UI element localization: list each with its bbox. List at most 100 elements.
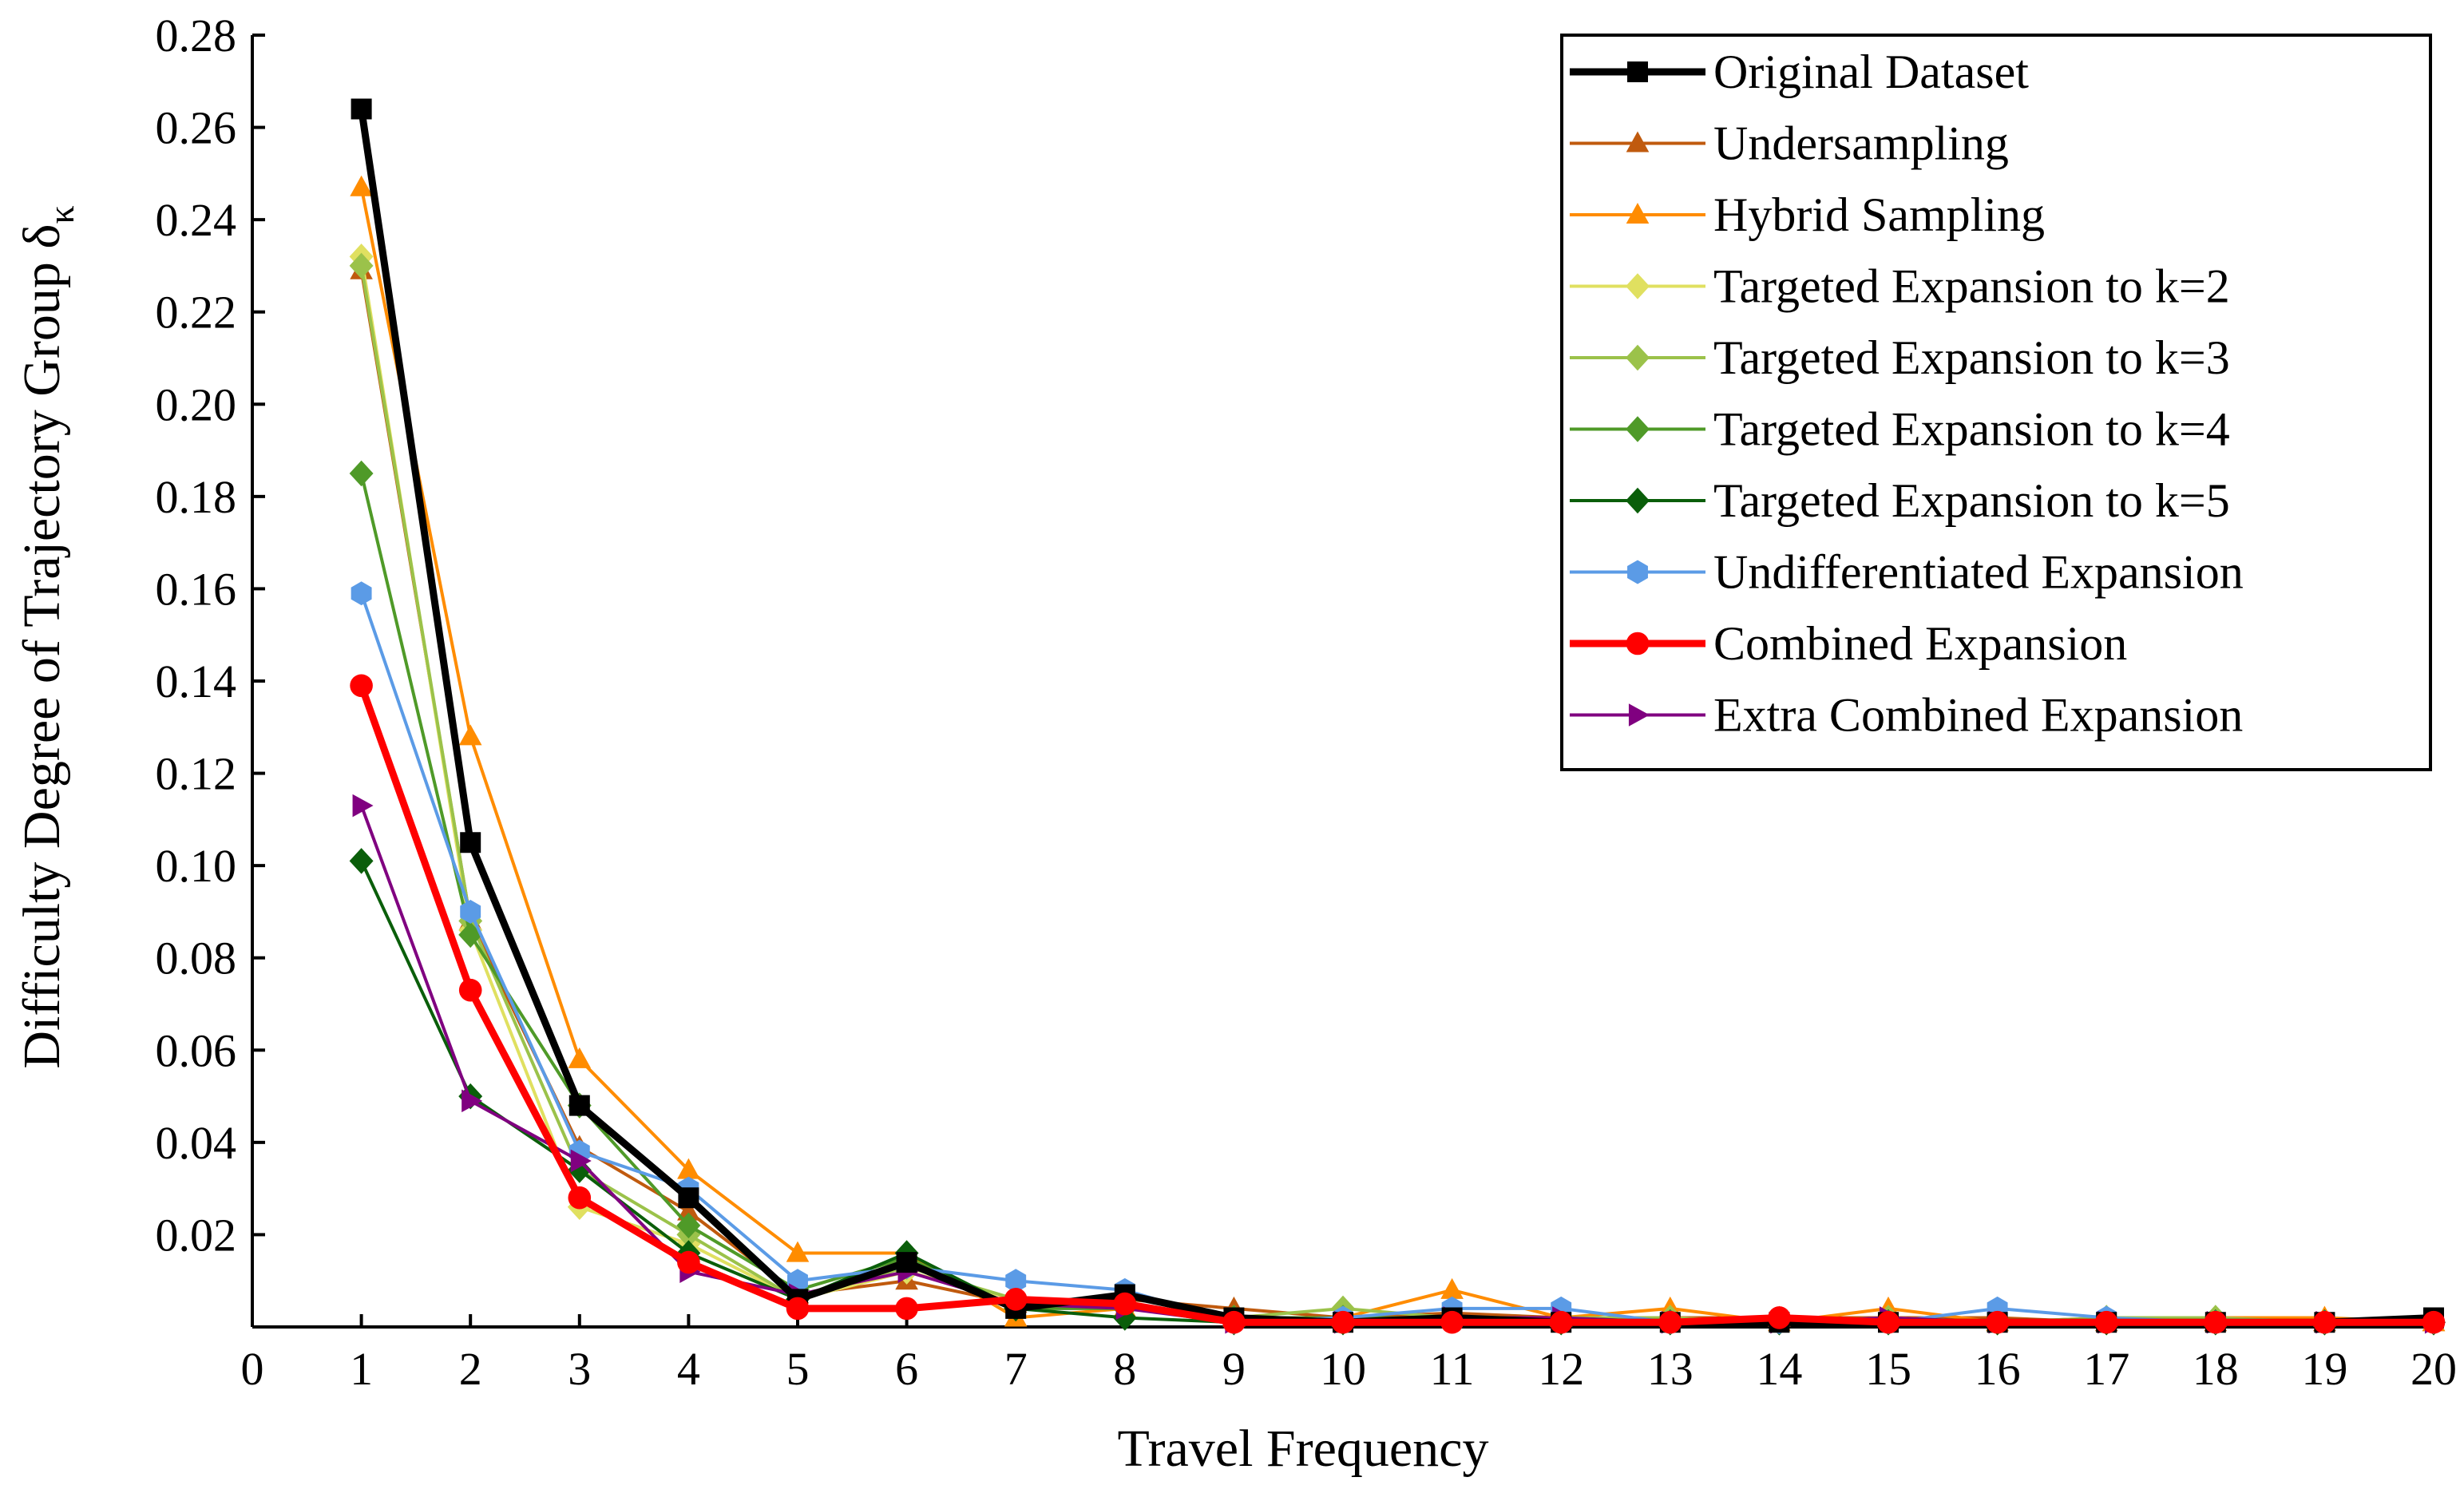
data-point-combined-expansion	[786, 1297, 810, 1321]
data-point-combined-expansion	[1004, 1288, 1028, 1311]
legend-item-original-dataset: Original Dataset	[1570, 46, 2029, 98]
legend-label: Hybrid Sampling	[1713, 188, 2045, 241]
data-point-original-dataset	[896, 1252, 917, 1273]
data-point-extra-combined-expansion	[462, 1089, 483, 1113]
legend-label: Extra Combined Expansion	[1713, 689, 2243, 742]
series-targeted-expansion-to-k-5	[349, 848, 2446, 1336]
x-tick-label: 1	[350, 1343, 373, 1395]
data-point-combined-expansion	[2313, 1310, 2336, 1334]
legend-marker-targeted-expansion-to-k-5	[1626, 487, 1650, 514]
legend-box	[1560, 34, 2432, 771]
y-tick-label: 0.14	[156, 655, 237, 707]
axes-layer: 0 1 2 3 4 5 6 7 8 9 10 11 12 13 14 15 16 17 18 19 200.020.04…	[156, 10, 2458, 1395]
legend-item-targeted-expansion-to-k-5: Targeted Expansion to k=5	[1570, 474, 2230, 527]
x-tick-label: 17	[2083, 1343, 2129, 1395]
y-tick-label: 0.26	[156, 102, 237, 154]
data-point-targeted-expansion-to-k-5	[349, 848, 374, 874]
x-tick-label: 6	[895, 1343, 918, 1395]
series-layer	[349, 98, 2446, 1336]
data-point-combined-expansion	[568, 1186, 592, 1210]
y-tick-label: 0.08	[156, 933, 237, 984]
data-point-targeted-expansion-to-k-3	[349, 252, 374, 279]
y-tick-label: 0.10	[156, 840, 237, 892]
y-tick-label: 0.22	[156, 287, 237, 339]
legend-label: Targeted Expansion to k=5	[1713, 474, 2230, 527]
legend-item-extra-combined-expansion: Extra Combined Expansion	[1570, 689, 2243, 742]
y-tick-label: 0.28	[156, 10, 237, 61]
legend-marker-original-dataset	[1627, 61, 1648, 82]
data-point-extra-combined-expansion	[352, 794, 374, 818]
legend-marker-hybrid-sampling	[1626, 203, 1650, 224]
y-tick-label: 0.06	[156, 1024, 237, 1076]
x-tick-label: 19	[2301, 1343, 2347, 1395]
data-point-original-dataset	[568, 1095, 590, 1116]
legend-marker-targeted-expansion-to-k-2	[1626, 273, 1650, 299]
data-point-targeted-expansion-to-k-4	[349, 460, 374, 487]
legend-item-targeted-expansion-to-k-4: Targeted Expansion to k=4	[1570, 403, 2230, 456]
legend: Original Dataset Undersampling Hybrid Samp…	[1560, 34, 2432, 771]
data-point-combined-expansion	[1768, 1306, 1791, 1329]
data-point-hybrid-sampling	[350, 175, 373, 196]
y-axis-title-subscript: κ	[41, 205, 81, 224]
legend-label: Targeted Expansion to k=4	[1713, 403, 2230, 456]
y-tick-label: 0.16	[156, 563, 237, 615]
x-tick-label: 9	[1222, 1343, 1246, 1395]
x-tick-label: 2	[459, 1343, 482, 1395]
x-tick-label: 13	[1647, 1343, 1694, 1395]
data-point-combined-expansion	[1876, 1310, 1900, 1334]
x-tick-label: 3	[568, 1343, 591, 1395]
data-point-undifferentiated-expansion	[460, 899, 481, 924]
data-point-original-dataset	[351, 98, 372, 120]
x-tick-label: 12	[1538, 1343, 1584, 1395]
data-point-original-dataset	[460, 832, 481, 853]
y-tick-label: 0.04	[156, 1117, 237, 1169]
data-point-combined-expansion	[2204, 1310, 2228, 1334]
data-point-extra-combined-expansion	[570, 1149, 592, 1173]
data-point-targeted-expansion-to-k-4	[676, 1212, 701, 1239]
legend-marker-undersampling	[1626, 131, 1650, 152]
y-tick-label: 0.12	[156, 748, 237, 800]
x-tick-label: 15	[1865, 1343, 1911, 1395]
legend-label: Undersampling	[1713, 117, 2009, 170]
data-point-undifferentiated-expansion	[351, 581, 372, 606]
data-point-combined-expansion	[1986, 1310, 2009, 1334]
data-point-combined-expansion	[2094, 1310, 2118, 1334]
data-point-undifferentiated-expansion	[1005, 1269, 1027, 1293]
y-axis-title-symbol: δ	[13, 224, 71, 249]
legend-label: Undifferentiated Expansion	[1713, 546, 2244, 599]
legend-marker-combined-expansion	[1626, 632, 1650, 655]
data-point-combined-expansion	[458, 978, 482, 1002]
data-point-combined-expansion	[677, 1250, 700, 1274]
y-tick-label: 0.24	[156, 194, 237, 246]
data-point-original-dataset	[678, 1187, 699, 1209]
legend-item-undersampling: Undersampling	[1570, 117, 2009, 170]
x-tick-label: 16	[1975, 1343, 2021, 1395]
data-point-hybrid-sampling	[1440, 1277, 1464, 1299]
data-point-combined-expansion	[1440, 1310, 1464, 1334]
data-point-hybrid-sampling	[458, 724, 482, 746]
x-tick-label: 7	[1004, 1343, 1028, 1395]
legend-marker-extra-combined-expansion	[1628, 703, 1650, 727]
data-point-combined-expansion	[1331, 1310, 1355, 1334]
legend-label: Original Dataset	[1713, 46, 2029, 98]
y-tick-label: 0.02	[156, 1209, 237, 1261]
legend-marker-targeted-expansion-to-k-4	[1626, 416, 1650, 442]
legend-label: Combined Expansion	[1713, 617, 2127, 670]
series-combined-expansion	[350, 674, 2446, 1334]
data-point-combined-expansion	[1113, 1292, 1137, 1316]
data-point-targeted-expansion-to-k-4	[458, 921, 483, 948]
y-axis-title: Difficulty Degree of Trajectory Group δκ	[13, 205, 81, 1068]
legend-item-undifferentiated-expansion: Undifferentiated Expansion	[1570, 546, 2244, 599]
data-point-combined-expansion	[1549, 1310, 1573, 1334]
x-tick-label: 4	[677, 1343, 700, 1395]
legend-item-combined-expansion: Combined Expansion	[1570, 617, 2127, 670]
y-axis-title-space	[13, 249, 71, 263]
y-axis-title-text: Difficulty Degree of Trajectory Group	[13, 262, 71, 1069]
x-tick-label: 5	[786, 1343, 810, 1395]
data-point-hybrid-sampling	[568, 1047, 592, 1068]
legend-marker-targeted-expansion-to-k-3	[1626, 344, 1650, 371]
data-point-combined-expansion	[1658, 1310, 1682, 1334]
x-tick-label: 0	[241, 1343, 264, 1395]
